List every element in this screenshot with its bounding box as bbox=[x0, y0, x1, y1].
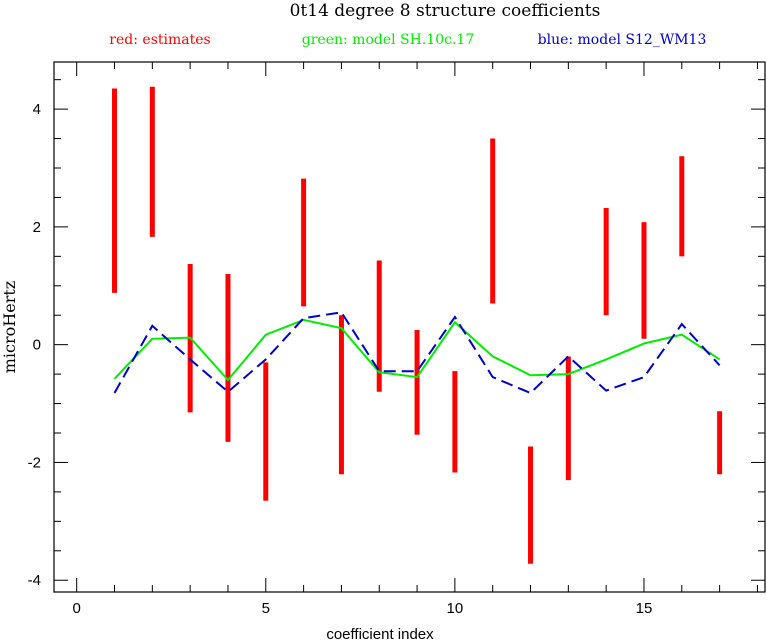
series-line-s12wm13 bbox=[113, 311, 721, 395]
estimate-bars bbox=[112, 86, 723, 564]
series-line-sh10c17 bbox=[113, 318, 721, 382]
y-tick-label: 4 bbox=[33, 101, 41, 118]
chart-title: 0t14 degree 8 structure coefficients bbox=[290, 1, 601, 21]
x-tick-label: 5 bbox=[262, 600, 270, 617]
legend-model-sh10c17: green: model SH.10c.17 bbox=[302, 32, 474, 48]
y-tick-label: -2 bbox=[28, 454, 41, 471]
x-tick-label: 0 bbox=[73, 600, 81, 617]
legend-estimates: red: estimates bbox=[109, 32, 210, 48]
x-tick-label: 10 bbox=[447, 600, 464, 617]
plot-frame bbox=[53, 61, 766, 593]
x-axis-label: coefficient index bbox=[326, 626, 434, 641]
x-tick-label: 15 bbox=[636, 600, 653, 617]
legend-model-s12wm13: blue: model S12_WM13 bbox=[538, 32, 707, 48]
y-tick-label: 2 bbox=[33, 219, 41, 236]
y-axis-label: microHertz bbox=[0, 281, 19, 373]
y-tick-label: 0 bbox=[33, 337, 41, 354]
axis-ticks: -4 -2 0 2 4 0 5 10 15 bbox=[28, 62, 765, 617]
y-tick-label: -4 bbox=[28, 572, 41, 589]
model-series bbox=[113, 311, 721, 395]
